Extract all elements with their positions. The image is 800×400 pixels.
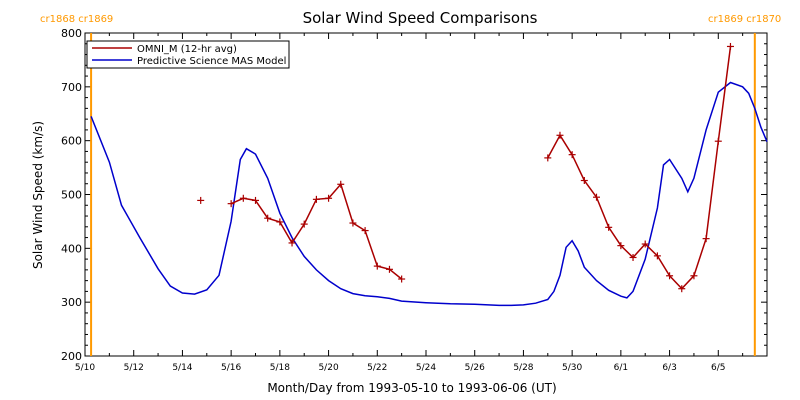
x-tick-label: 5/24 xyxy=(416,363,436,373)
x-tick-label: 5/22 xyxy=(367,363,387,373)
omni-point xyxy=(726,42,734,50)
carrington-label: cr1868 cr1869 xyxy=(40,14,113,25)
legend-box xyxy=(86,40,290,69)
omni-point xyxy=(385,265,393,273)
omni-point xyxy=(264,214,272,222)
omni-point xyxy=(197,196,205,204)
omni-point xyxy=(288,239,296,247)
x-axis-label: Month/Day from 1993-05-10 to 1993-06-06 … xyxy=(267,381,556,395)
omni-point xyxy=(239,194,247,202)
chart-title: Solar Wind Speed Comparisons xyxy=(303,9,538,27)
omni-point xyxy=(361,227,369,235)
x-tick-label: 6/3 xyxy=(662,363,676,373)
omni-point xyxy=(653,252,661,260)
x-tick-label: 5/30 xyxy=(562,363,582,373)
omni-line-segment xyxy=(547,46,732,290)
omni-point xyxy=(373,262,381,270)
carrington-markers: cr1868 cr1869 cr1869 cr1870 xyxy=(40,14,781,356)
omni-point xyxy=(312,195,320,203)
omni-point xyxy=(276,218,284,226)
x-tick-label: 6/5 xyxy=(711,363,725,373)
plot-frame xyxy=(84,32,768,357)
omni-point xyxy=(580,177,588,185)
x-tick-label: 5/12 xyxy=(124,363,144,373)
omni-point xyxy=(702,235,710,243)
y-tick-label: 300 xyxy=(61,296,82,309)
y-axis-label: Solar Wind Speed (km/s) xyxy=(31,121,45,269)
omni-point xyxy=(398,275,406,283)
omni-point xyxy=(690,272,698,280)
y-tick-label: 700 xyxy=(61,81,82,94)
omni-point xyxy=(629,253,637,261)
x-tick-label: 5/16 xyxy=(221,363,241,373)
omni-point xyxy=(568,151,576,159)
omni-point xyxy=(666,272,674,280)
omni-point xyxy=(593,193,600,201)
carrington-label: cr1869 cr1870 xyxy=(708,14,781,25)
x-tick-label: 5/20 xyxy=(318,363,338,373)
omni-point xyxy=(605,223,613,231)
x-tick-label: 5/28 xyxy=(513,363,533,373)
omni-point xyxy=(325,194,333,202)
x-tick-label: 6/1 xyxy=(614,363,628,373)
mas-model-line xyxy=(90,81,768,307)
x-tick-label: 5/14 xyxy=(172,363,192,373)
omni-point xyxy=(714,137,722,145)
y-tick-label: 500 xyxy=(61,189,82,202)
omni-point xyxy=(556,131,564,139)
x-tick-label: 5/26 xyxy=(465,363,485,373)
y-tick-label: 200 xyxy=(61,350,82,363)
x-tick-label: 5/18 xyxy=(270,363,290,373)
omni-point xyxy=(641,240,649,248)
omni-point xyxy=(617,242,625,250)
omni-point xyxy=(544,154,552,162)
omni-point xyxy=(300,220,308,228)
x-tick-label: 5/10 xyxy=(75,363,95,373)
legend: OMNI_M (12-hr avg) Predictive Science MA… xyxy=(86,40,290,69)
omni-point xyxy=(678,285,686,293)
axes-layer: 200 300 400 500 600 700 800 5/10 5/12 5/14 5/16 5/1… xyxy=(61,27,768,373)
omni-point xyxy=(227,200,235,208)
omni-point xyxy=(349,219,357,227)
y-tick-label: 600 xyxy=(61,135,82,148)
series-layer xyxy=(90,42,768,307)
legend-label-omni: OMNI_M (12-hr avg) xyxy=(137,44,237,55)
omni-point xyxy=(337,180,345,188)
omni-point xyxy=(252,196,259,204)
legend-label-mas: Predictive Science MAS Model xyxy=(137,56,286,67)
y-tick-label: 400 xyxy=(61,242,82,255)
y-tick-label: 800 xyxy=(61,27,82,40)
